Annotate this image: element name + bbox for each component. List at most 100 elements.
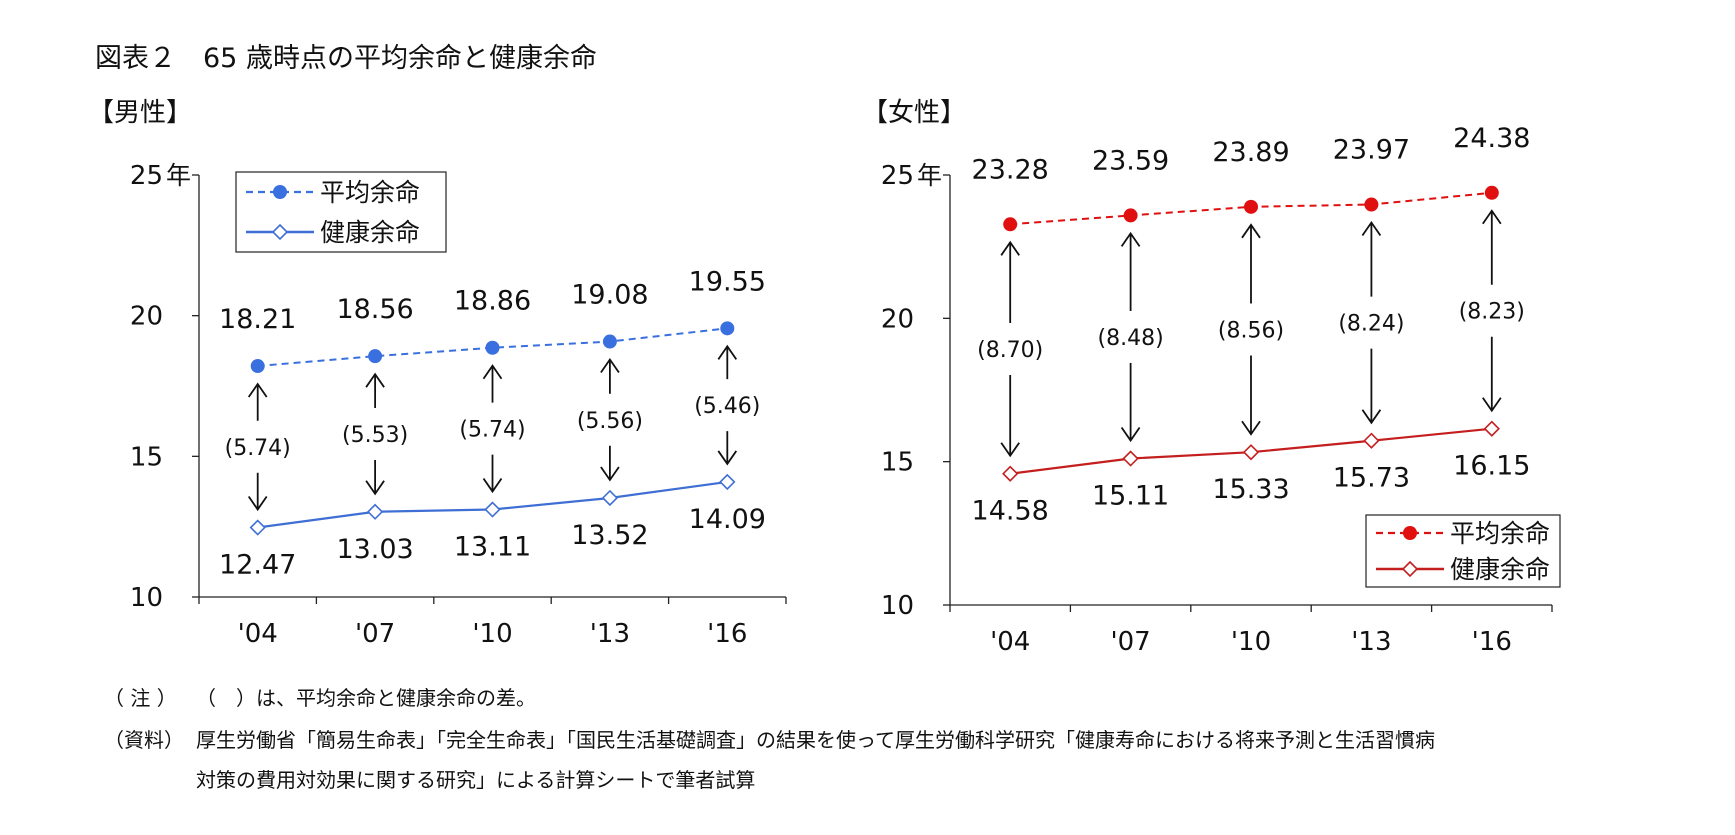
- healthy-point: [249, 519, 266, 536]
- x-tick-label: '16: [1472, 627, 1512, 657]
- difference-arrow: [1482, 209, 1502, 413]
- legend-swatch-marker: [1403, 526, 1417, 540]
- y-unit-label: 年: [917, 161, 942, 190]
- average-value-label: 23.97: [1333, 135, 1410, 166]
- healthy-value-label: 14.09: [689, 504, 766, 535]
- difference-label: (5.53): [342, 423, 408, 448]
- difference-label: (5.74): [225, 436, 291, 461]
- x-tick-label: '13: [590, 619, 630, 649]
- legend-box: [235, 171, 447, 253]
- x-tick-label: '13: [1351, 627, 1391, 657]
- difference-arrow: [365, 372, 385, 496]
- x-tick-label: '07: [355, 619, 395, 649]
- arrow-head-down: [1241, 420, 1261, 436]
- healthy-point: [1363, 432, 1380, 449]
- difference-arrow: [1241, 223, 1261, 436]
- healthy-point: [366, 503, 384, 520]
- arrow-head-down: [1482, 397, 1502, 413]
- y-tick-label: 25: [881, 161, 914, 191]
- arrow-head-up: [482, 364, 503, 380]
- healthy-point: [1122, 450, 1139, 467]
- average-point: [602, 334, 617, 349]
- arrow-head-up: [600, 357, 620, 374]
- x-tick-label: '04: [238, 619, 278, 649]
- panel-label-female: 【女性】: [862, 98, 967, 128]
- arrow-head-down: [482, 477, 503, 494]
- difference-label: (8.23): [1459, 300, 1525, 325]
- x-tick-label: '04: [990, 627, 1030, 657]
- healthy-point: [719, 473, 736, 491]
- arrow-head-up: [1000, 240, 1020, 256]
- x-tick-label: '10: [472, 619, 512, 649]
- legend-swatch-marker: [273, 185, 287, 199]
- difference-label: (8.70): [977, 338, 1043, 363]
- difference-arrow: [717, 344, 738, 466]
- healthy-point: [1242, 444, 1260, 461]
- arrow-head-down: [365, 480, 385, 496]
- arrow-head-up: [1120, 231, 1141, 247]
- average-value-label: 23.28: [972, 154, 1049, 185]
- figure-title: 図表２ 65 歳時点の平均余命と健康余命: [95, 43, 597, 74]
- average-value-label: 18.86: [454, 286, 531, 317]
- arrow-head-down: [717, 450, 738, 466]
- note-text: （ ）は、平均余命と健康余命の差。: [196, 686, 536, 710]
- healthy-value-label: 16.15: [1453, 451, 1530, 482]
- arrow-head-up: [247, 382, 268, 398]
- healthy-value-label: 15.33: [1212, 474, 1289, 505]
- healthy-point: [484, 501, 501, 518]
- healthy-point: [601, 489, 619, 507]
- average-value-label: 19.55: [689, 266, 766, 297]
- y-tick-label: 10: [130, 583, 163, 613]
- healthy-value-label: 13.52: [571, 520, 648, 551]
- legend-swatch-marker: [271, 223, 289, 241]
- difference-label: (5.46): [694, 394, 760, 419]
- average-value-label: 19.08: [571, 280, 648, 311]
- difference-arrow: [247, 382, 268, 512]
- healthy-value-label: 15.11: [1092, 481, 1169, 512]
- source-line: （資料） 厚生労働省「簡易生命表」「完全生命表」「国民生活基礎調査」の結果を使って…: [104, 724, 1435, 753]
- x-tick-label: '10: [1231, 627, 1271, 657]
- y-tick-label: 10: [881, 591, 914, 621]
- legend-swatch-marker: [1401, 560, 1419, 578]
- source-tag: （資料）: [104, 728, 184, 752]
- healthy-value-label: 13.03: [336, 534, 413, 565]
- average-point: [1003, 217, 1018, 232]
- average-point: [368, 349, 383, 364]
- average-value-label: 18.21: [219, 304, 296, 335]
- source-line-2: 対策の費用対効果に関する研究」による計算シートで筆者試算: [196, 768, 756, 792]
- arrow-head-down: [600, 466, 620, 482]
- arrow-head-up: [1361, 220, 1382, 237]
- legend-label: 平均余命: [320, 178, 420, 207]
- x-tick-label: '16: [707, 619, 747, 649]
- difference-label: (5.74): [459, 418, 525, 443]
- average-value-label: 23.59: [1092, 145, 1169, 176]
- average-point: [720, 321, 735, 336]
- y-tick-label: 15: [881, 448, 914, 478]
- series-line-average: [257, 327, 728, 368]
- y-unit-label: 年: [166, 161, 191, 190]
- legend-box: [1365, 514, 1561, 588]
- difference-arrow: [600, 357, 620, 482]
- y-tick-label: 15: [130, 442, 163, 472]
- average-value-label: 23.89: [1212, 137, 1289, 168]
- panel-label-male: 【男性】: [88, 98, 193, 128]
- average-point: [1364, 197, 1379, 212]
- source-text-1: 厚生労働省「簡易生命表」「完全生命表」「国民生活基礎調査」の結果を使って厚生労働…: [196, 728, 1435, 752]
- healthy-point: [1483, 420, 1500, 437]
- arrow-head-up: [1482, 209, 1502, 225]
- y-tick-label: 25: [130, 161, 163, 191]
- difference-arrow: [482, 364, 503, 494]
- healthy-point: [1002, 465, 1019, 482]
- healthy-value-label: 12.47: [219, 550, 296, 581]
- average-point: [1244, 199, 1258, 214]
- average-point: [1123, 208, 1138, 223]
- difference-arrow: [1000, 240, 1020, 458]
- y-tick-label: 20: [130, 302, 163, 332]
- average-value-label: 24.38: [1453, 123, 1530, 154]
- x-tick-label: '07: [1110, 627, 1150, 657]
- note-tag: （ 注 ）: [104, 686, 177, 710]
- legend-label: 健康余命: [320, 218, 420, 247]
- average-point: [250, 359, 265, 374]
